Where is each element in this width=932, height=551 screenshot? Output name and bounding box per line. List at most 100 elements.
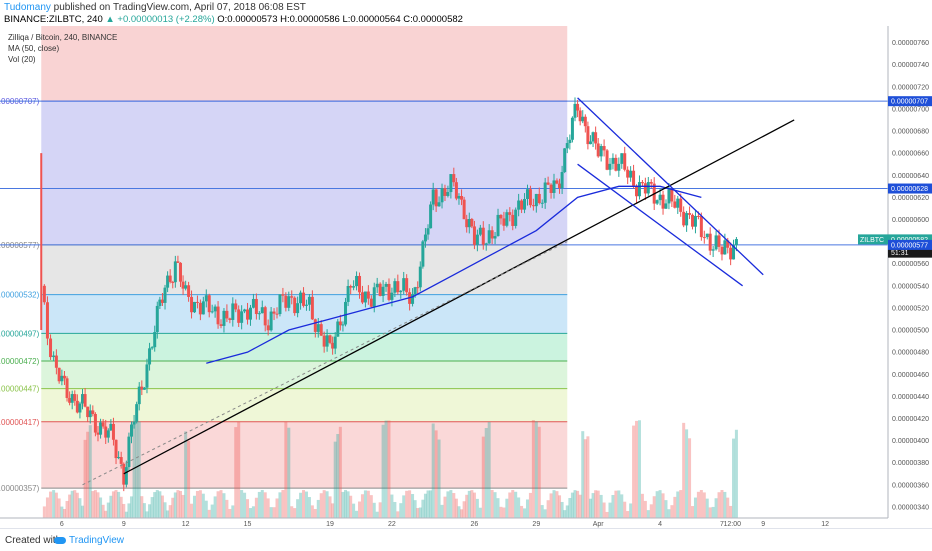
price-tick-label: 0.00000700 <box>892 106 929 113</box>
trend-drawings[interactable] <box>82 97 795 486</box>
candle-body <box>122 463 126 485</box>
candle-body <box>316 324 320 332</box>
volume-bar <box>101 504 105 518</box>
volume-bar <box>583 439 587 518</box>
volume-bar <box>322 490 326 518</box>
candle-body <box>344 301 348 325</box>
volume-bar <box>130 496 134 518</box>
volume-bar <box>655 491 659 518</box>
candle-body <box>490 230 494 239</box>
candle-body <box>117 457 121 459</box>
brand-label: TradingView <box>69 535 125 546</box>
volume-bar <box>576 490 580 518</box>
volume-bar <box>137 421 141 518</box>
candle-body <box>263 307 267 326</box>
candle-body <box>187 285 191 297</box>
candle-body <box>195 301 199 303</box>
candle-body <box>109 423 113 431</box>
volume-bar <box>646 510 650 518</box>
candle-body <box>290 296 294 298</box>
candle-body <box>470 219 474 227</box>
candle-body <box>688 213 692 215</box>
candle-body <box>637 182 641 197</box>
candle-body <box>505 212 509 226</box>
volume-bar <box>626 511 630 518</box>
volume-bar <box>78 498 82 518</box>
price-tag-box <box>888 183 932 194</box>
volume-bar <box>369 495 373 518</box>
candle-body <box>493 236 497 239</box>
time-tick-label: 12:00 <box>724 521 742 528</box>
candle-body <box>416 287 420 289</box>
volume-bar <box>693 497 697 518</box>
volume-bar <box>237 421 241 518</box>
candle-body <box>617 163 621 171</box>
candle-body <box>148 348 152 365</box>
candle-body <box>190 296 194 313</box>
time-tick-label: 26 <box>471 521 479 528</box>
time-tick-label: 4 <box>658 521 662 528</box>
volume-bar <box>225 499 229 518</box>
time-tick-label: 12 <box>182 521 190 528</box>
candle-body <box>708 233 712 251</box>
candle-body <box>42 285 46 303</box>
volume-bar <box>652 496 656 518</box>
candle-body <box>632 170 636 186</box>
volume-bar <box>60 506 64 518</box>
volume-bar <box>195 490 199 518</box>
volume-bar <box>573 490 577 518</box>
candle-body <box>720 246 724 255</box>
candle-body <box>83 394 87 407</box>
candle-body <box>462 199 466 220</box>
high-value: 0.00000586 <box>289 14 340 25</box>
volume-bar <box>717 492 721 518</box>
time-axis[interactable]: 6 9 12 15 19 22 26 29 Apr 4 7 12:00 9 12 <box>0 517 888 528</box>
volume-bar <box>568 498 572 518</box>
author-link[interactable]: Tudomany <box>4 2 51 13</box>
volume-bar <box>685 429 689 518</box>
volume-bar <box>122 503 126 518</box>
candle-body <box>322 335 326 347</box>
volume-bar <box>387 420 391 518</box>
fib-label: 0.5(0.00000472) <box>0 357 40 366</box>
volume-bar <box>437 439 441 518</box>
volume-bar <box>426 490 430 518</box>
volume-bar <box>240 490 244 518</box>
candle-body <box>390 292 394 300</box>
volume-bar <box>68 494 72 518</box>
candle-body <box>346 286 350 302</box>
candle-body <box>57 367 61 382</box>
volume-bar <box>478 507 482 518</box>
volume-bar <box>505 498 509 518</box>
volume-bar <box>732 438 736 518</box>
volume-bar <box>251 506 255 518</box>
volume-bar <box>440 504 444 518</box>
price-chart[interactable]: 1.618(0.00000707)1(0.00000577)0.786(0.00… <box>0 26 932 528</box>
candle-body <box>726 240 730 248</box>
volume-bar <box>366 490 370 518</box>
candle-body <box>384 283 388 287</box>
tradingview-logo[interactable]: TradingView <box>54 535 124 546</box>
volume-bar <box>581 431 585 518</box>
candle-body <box>449 174 453 193</box>
candle-body <box>155 305 159 333</box>
candle-body <box>336 321 340 337</box>
candle-body <box>478 227 482 235</box>
candle-body <box>251 298 255 308</box>
candle-body <box>184 285 188 289</box>
volume-bar <box>632 425 636 518</box>
volume-bar <box>187 440 191 518</box>
volume-bar <box>198 490 202 518</box>
candle-body <box>676 198 680 208</box>
volume-bar <box>163 502 167 518</box>
candle-body <box>558 183 562 189</box>
volume-bar <box>302 490 306 518</box>
candle-body <box>437 202 441 207</box>
candle-body <box>661 194 665 209</box>
candle-body <box>640 182 644 184</box>
symbol-label: BINANCE:ZILBTC, 240 <box>4 14 103 25</box>
candle-body <box>278 294 282 315</box>
volume-bar <box>360 494 364 518</box>
candle-body <box>296 303 300 314</box>
price-tag-value: 0.00000577 <box>891 242 928 249</box>
